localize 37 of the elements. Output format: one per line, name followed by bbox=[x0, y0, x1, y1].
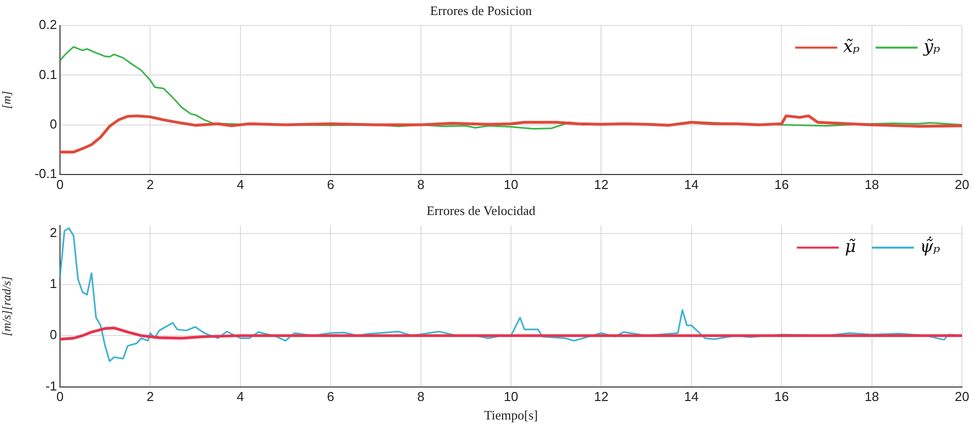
chart-title: Errores de Posicion bbox=[430, 3, 532, 18]
y-axis-title: [m] bbox=[0, 90, 14, 110]
y-tick-label: 0 bbox=[50, 116, 57, 132]
x-tick-label: 18 bbox=[864, 176, 880, 192]
x-tick-label: 10 bbox=[504, 176, 518, 192]
y-tick-label: 2 bbox=[50, 224, 57, 240]
x-tick-label: 16 bbox=[774, 176, 789, 192]
x-tick-label: 2 bbox=[146, 389, 154, 404]
x-tick-label: 16 bbox=[774, 389, 789, 404]
x-tick-label: 20 bbox=[954, 389, 970, 404]
y-tick-label: 0 bbox=[50, 327, 57, 342]
legend-label: x̃ₚ bbox=[843, 37, 860, 58]
y-tick-label: -0.1 bbox=[34, 166, 57, 181]
x-tick-label: 6 bbox=[326, 389, 334, 404]
x-axis-title: Tiempo[s] bbox=[484, 408, 538, 423]
y-tick-label: 0.1 bbox=[38, 66, 57, 82]
x-tick-label: 6 bbox=[326, 176, 334, 192]
x-tick-label: 12 bbox=[594, 389, 608, 404]
x-tick-label: 4 bbox=[236, 389, 244, 404]
legend-label: ψ̃̇ₚ bbox=[920, 235, 940, 258]
y-axis-title: [m/s][rad/s] bbox=[0, 276, 14, 336]
x-tick-label: 12 bbox=[594, 176, 608, 192]
legend-label: μ̃ bbox=[844, 237, 856, 258]
legend-label: ỹₚ bbox=[922, 37, 940, 58]
chart-title: Errores de Velocidad bbox=[426, 203, 536, 218]
x-tick-label: 8 bbox=[417, 389, 424, 404]
x-tick-label: 2 bbox=[146, 176, 154, 192]
x-tick-label: 14 bbox=[684, 176, 699, 192]
x-tick-label: 8 bbox=[417, 176, 424, 192]
x-tick-label: 14 bbox=[684, 389, 699, 404]
y-tick-label: -1 bbox=[45, 378, 57, 394]
x-tick-label: 10 bbox=[504, 389, 518, 404]
x-tick-label: 4 bbox=[236, 176, 244, 192]
y-tick-label: 0.2 bbox=[38, 17, 57, 32]
x-tick-label: 20 bbox=[954, 176, 970, 192]
y-tick-label: 1 bbox=[50, 276, 57, 292]
x-tick-label: 18 bbox=[864, 389, 880, 404]
